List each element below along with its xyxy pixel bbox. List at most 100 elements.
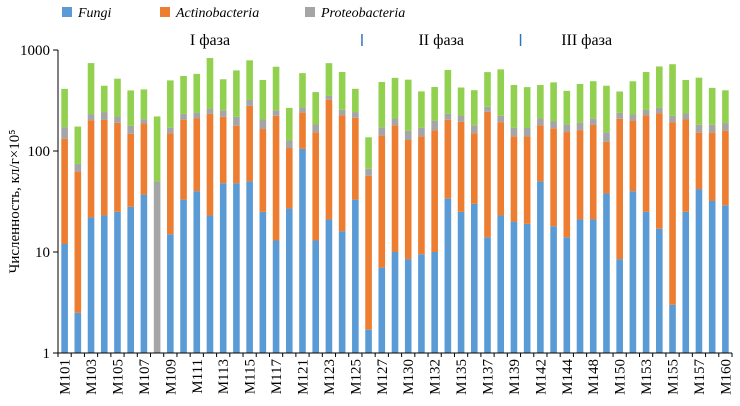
bar-segment-actinobacteria: [642, 115, 650, 212]
bar-segment-other: [391, 77, 399, 119]
bar-segment-other: [233, 70, 240, 117]
bar-segment-actinobacteria: [338, 115, 346, 232]
bar-segment-fungi: [114, 211, 121, 353]
bar-segment-proteobacteria: [299, 107, 306, 113]
bar-segment-other: [537, 85, 544, 119]
bar-segment-fungi: [537, 181, 544, 353]
bar-segment-proteobacteria: [167, 127, 174, 134]
bar-segment-other: [299, 73, 306, 108]
bar-segment-proteobacteria: [563, 124, 571, 133]
bar-segment-other: [669, 64, 676, 116]
bar-segment-other: [180, 75, 187, 114]
x-tick-label: M157: [692, 359, 708, 395]
bar-segment-actinobacteria: [404, 140, 412, 260]
x-tick-label: M150: [613, 359, 629, 395]
bar-segment-actinobacteria: [219, 116, 227, 184]
bar-segment-proteobacteria: [219, 110, 227, 117]
bar-segment-proteobacteria: [457, 115, 465, 122]
bar-segment-actinobacteria: [629, 120, 637, 192]
bar-segment-fungi: [246, 181, 253, 353]
bar-segment-other: [74, 126, 82, 164]
bar-segment-fungi: [563, 237, 571, 353]
bar-segment-other: [272, 66, 280, 111]
bar-segment-other: [378, 82, 386, 128]
bar-segment-proteobacteria: [722, 123, 729, 131]
bar-segment-other: [484, 72, 491, 107]
bar-segment-fungi: [470, 203, 478, 353]
bar-segment-proteobacteria: [285, 140, 293, 149]
y-axis-label: Численность, кл/г×10⁵: [7, 130, 23, 274]
bar-segment-fungi: [457, 211, 465, 353]
bar-segment-proteobacteria: [61, 127, 68, 139]
bar-segment-actinobacteria: [510, 136, 518, 222]
bar-segment-other: [193, 73, 201, 113]
bar-segment-actinobacteria: [457, 121, 465, 212]
bar-segment-actinobacteria: [537, 125, 544, 182]
bar-segment-fungi: [576, 219, 584, 353]
x-tick-label: M130: [401, 359, 417, 395]
bar-segment-actinobacteria: [246, 105, 253, 182]
bar-segment-fungi: [167, 234, 174, 353]
x-tick-label: M103: [84, 359, 100, 395]
bar-segment-other: [61, 88, 68, 128]
bar-segment-fungi: [629, 191, 637, 353]
bar-segment-fungi: [484, 237, 491, 353]
bar-segment-fungi: [589, 219, 597, 353]
legend-swatch: [62, 7, 72, 17]
x-tick-label: M123: [322, 359, 338, 395]
bar-segment-proteobacteria: [127, 125, 134, 134]
x-tick-label: M137: [481, 359, 497, 395]
y-tick-label: 100: [28, 144, 51, 160]
bar-segment-proteobacteria: [180, 113, 187, 120]
bar-segment-actinobacteria: [312, 132, 320, 241]
bar-segment-proteobacteria: [233, 116, 240, 126]
x-tick-label: M101: [58, 359, 74, 395]
bar-segment-other: [510, 85, 518, 128]
bar-segment-proteobacteria: [418, 127, 425, 137]
bar-segment-other: [603, 85, 610, 133]
bar-segment-actinobacteria: [87, 120, 95, 218]
bar-segment-other: [153, 116, 161, 182]
bar-segment-proteobacteria: [404, 130, 412, 141]
bar-segment-actinobacteria: [603, 141, 610, 194]
bar-segment-fungi: [708, 200, 716, 353]
bar-segment-proteobacteria: [352, 112, 359, 118]
bar-segment-other: [167, 80, 174, 128]
bar-segment-fungi: [299, 148, 306, 353]
bar-segment-other: [418, 91, 425, 128]
bar-segment-actinobacteria: [470, 133, 478, 204]
bar-segment-other: [695, 77, 703, 125]
bar-segment-actinobacteria: [193, 118, 201, 192]
bar-segment-proteobacteria: [259, 119, 267, 130]
x-tick-label: M135: [454, 359, 470, 395]
bar-segment-fungi: [100, 215, 108, 353]
bar-segment-proteobacteria: [537, 118, 544, 126]
bar-segment-fungi: [444, 198, 452, 353]
bar-segment-fungi: [642, 211, 650, 353]
y-tick-label: 1: [43, 346, 51, 362]
bar-segment-actinobacteria: [563, 132, 571, 238]
bar-segment-fungi: [61, 244, 68, 353]
bar-segment-actinobacteria: [523, 136, 531, 224]
axes: 1 10 100 1000 M101 M103 M105 M107 M109 M111 M113 M1…: [20, 43, 734, 395]
bar-segment-other: [325, 63, 333, 96]
bar-segment-actinobacteria: [682, 119, 690, 212]
bar-segment-other: [100, 85, 108, 113]
bar-segment-proteobacteria: [153, 181, 161, 353]
bar-segment-proteobacteria: [550, 121, 557, 129]
bar-segment-other: [722, 90, 729, 124]
legend-label: Proteobacteria: [320, 6, 405, 21]
bar-segment-fungi: [272, 240, 280, 353]
bar-segment-proteobacteria: [497, 115, 505, 123]
bar-segment-fungi: [418, 254, 425, 353]
bar-segment-other: [246, 60, 253, 100]
bar-segment-fungi: [74, 312, 82, 353]
bar-segment-actinobacteria: [497, 122, 505, 216]
bar-segment-actinobacteria: [285, 148, 293, 209]
bar-segment-proteobacteria: [206, 108, 214, 114]
bar-segment-fungi: [127, 206, 134, 353]
bar-segment-proteobacteria: [484, 106, 491, 112]
x-tick-label: M127: [375, 359, 391, 395]
bar-segment-proteobacteria: [510, 127, 518, 137]
